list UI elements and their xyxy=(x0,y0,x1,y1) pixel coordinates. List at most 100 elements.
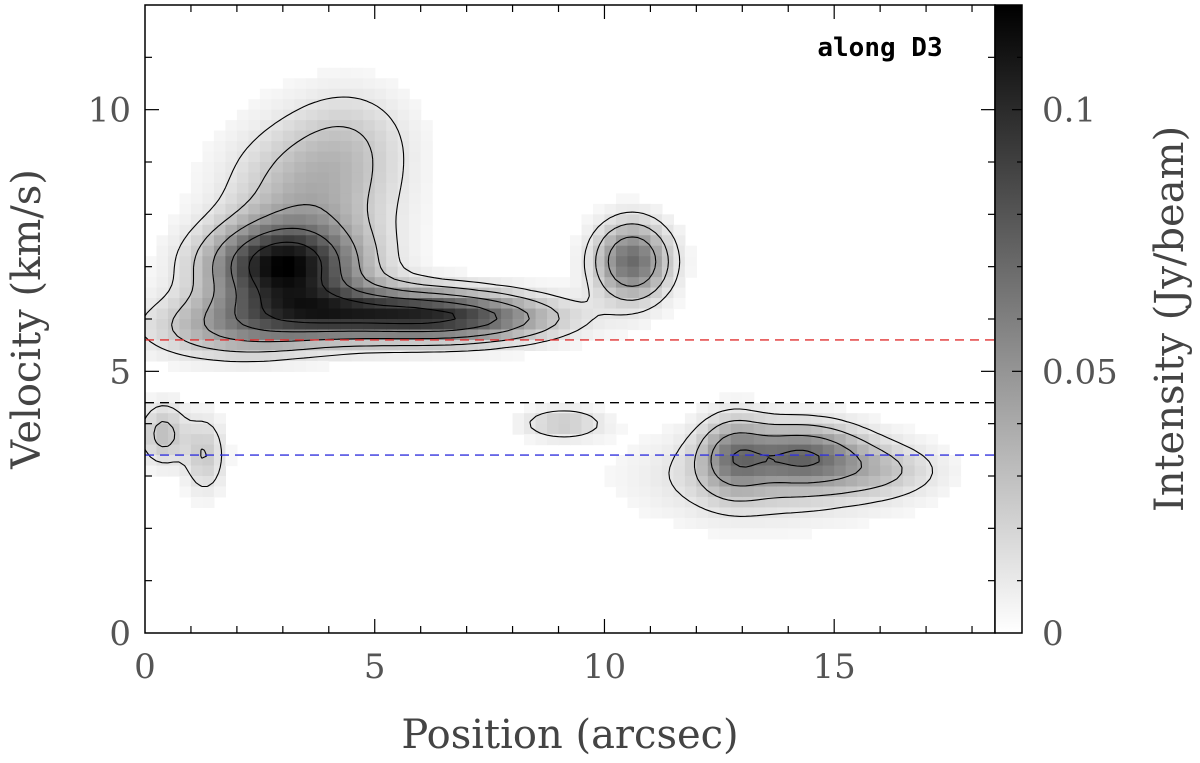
heatmap-cell xyxy=(478,287,491,299)
heatmap-cell xyxy=(317,214,330,226)
heatmap-cell xyxy=(788,486,801,498)
heatmap-cell xyxy=(340,235,353,247)
contour-level xyxy=(153,125,903,502)
heatmap-cell xyxy=(305,193,318,205)
heatmap-cell xyxy=(305,235,318,247)
heatmap-cell xyxy=(351,141,364,153)
heatmap-cell xyxy=(397,193,410,205)
heatmap-cell xyxy=(190,476,204,488)
heatmap-cell xyxy=(145,329,158,341)
heatmap-cell xyxy=(202,298,215,310)
heatmap-cell xyxy=(409,162,422,174)
heatmap-cell xyxy=(696,413,709,425)
heatmap-cell xyxy=(259,130,272,142)
heatmap-cell xyxy=(213,444,227,456)
heatmap-cell xyxy=(753,434,766,446)
heatmap-cell xyxy=(282,224,295,236)
heatmap-cell xyxy=(776,455,789,467)
heatmap-cell xyxy=(903,423,916,435)
heatmap-cell xyxy=(328,266,341,278)
heatmap-cell xyxy=(570,266,583,278)
heatmap-cell xyxy=(282,193,295,205)
heatmap-cell xyxy=(363,287,376,299)
heatmap-cell xyxy=(328,235,341,247)
heatmap-cell xyxy=(225,298,238,310)
heatmap-cell xyxy=(707,423,720,435)
heatmap-cell xyxy=(799,455,812,467)
heatmap-cell xyxy=(673,423,686,435)
heatmap-cell xyxy=(788,402,801,414)
heatmap-cell xyxy=(615,203,629,215)
heatmap-cell xyxy=(317,319,330,331)
heatmap-cell xyxy=(638,287,652,299)
heatmap-cell xyxy=(650,444,663,456)
heatmap-cell xyxy=(190,486,204,498)
heatmap-cell xyxy=(305,172,318,184)
heatmap-cell xyxy=(547,402,560,414)
heatmap-cell xyxy=(604,465,617,477)
heatmap-cell xyxy=(753,444,766,456)
heatmap-cell xyxy=(190,402,204,414)
heatmap-cell xyxy=(236,172,249,184)
heatmap-cell xyxy=(811,413,824,425)
heatmap-cell xyxy=(478,339,491,351)
heatmap-cell xyxy=(282,172,295,184)
heatmap-cell xyxy=(271,329,284,341)
heatmap-cell xyxy=(259,350,272,362)
heatmap-cell xyxy=(397,235,410,247)
heatmap-cell xyxy=(156,455,169,467)
heatmap-cell xyxy=(340,224,353,236)
heatmap-cell xyxy=(190,235,204,247)
heatmap-cell xyxy=(374,235,387,247)
heatmap-cell xyxy=(570,277,583,289)
heatmap-cell xyxy=(753,423,766,435)
heatmap-cell xyxy=(156,256,169,268)
heatmap-cell xyxy=(397,277,410,289)
heatmap-cell xyxy=(650,203,663,215)
heatmap-cell xyxy=(857,465,870,477)
x-tick-label: 0 xyxy=(134,647,156,687)
heatmap-cell xyxy=(719,413,732,425)
y-tick-label: 0 xyxy=(109,614,131,654)
heatmap-cell xyxy=(351,88,364,100)
heatmap-cell xyxy=(351,172,364,184)
heatmap-cell xyxy=(351,308,364,320)
heatmap-cell xyxy=(684,517,697,529)
heatmap-cell xyxy=(719,476,732,488)
heatmap-cell xyxy=(386,298,399,310)
heatmap-cell xyxy=(225,203,238,215)
heatmap-cell xyxy=(776,444,789,456)
heatmap-cell xyxy=(420,319,433,331)
heatmap-cell xyxy=(374,182,387,194)
heatmap-cell xyxy=(167,287,181,299)
heatmap-cell xyxy=(558,434,571,446)
heatmap-cell xyxy=(420,130,433,142)
heatmap-cell xyxy=(156,329,169,341)
heatmap-cell xyxy=(615,193,629,205)
heatmap-cell xyxy=(145,455,158,467)
heatmap-cell xyxy=(202,434,215,446)
heatmap-cell xyxy=(638,203,652,215)
heatmap-cell xyxy=(788,423,801,435)
heatmap-cell xyxy=(190,287,204,299)
heatmap-cell xyxy=(903,476,916,488)
heatmap-cell xyxy=(305,266,318,278)
heatmap-cell xyxy=(845,465,858,477)
heatmap-cell xyxy=(512,298,525,310)
heatmap-cell xyxy=(661,434,674,446)
heatmap-cell xyxy=(340,329,353,341)
heatmap-cell xyxy=(145,402,158,414)
heatmap-cell xyxy=(167,465,181,477)
heatmap-cell xyxy=(501,350,514,362)
heatmap-cell xyxy=(581,298,594,310)
heatmap-cell xyxy=(811,486,824,498)
heatmap-cell xyxy=(604,413,617,425)
heatmap-cell xyxy=(386,109,399,121)
heatmap-cell xyxy=(604,224,617,236)
heatmap-cell xyxy=(305,214,318,226)
heatmap-cell xyxy=(547,319,560,331)
heatmap-cell xyxy=(696,423,709,435)
heatmap-cell xyxy=(937,455,950,467)
heatmap-cell xyxy=(409,214,422,226)
heatmap-cell xyxy=(374,224,387,236)
